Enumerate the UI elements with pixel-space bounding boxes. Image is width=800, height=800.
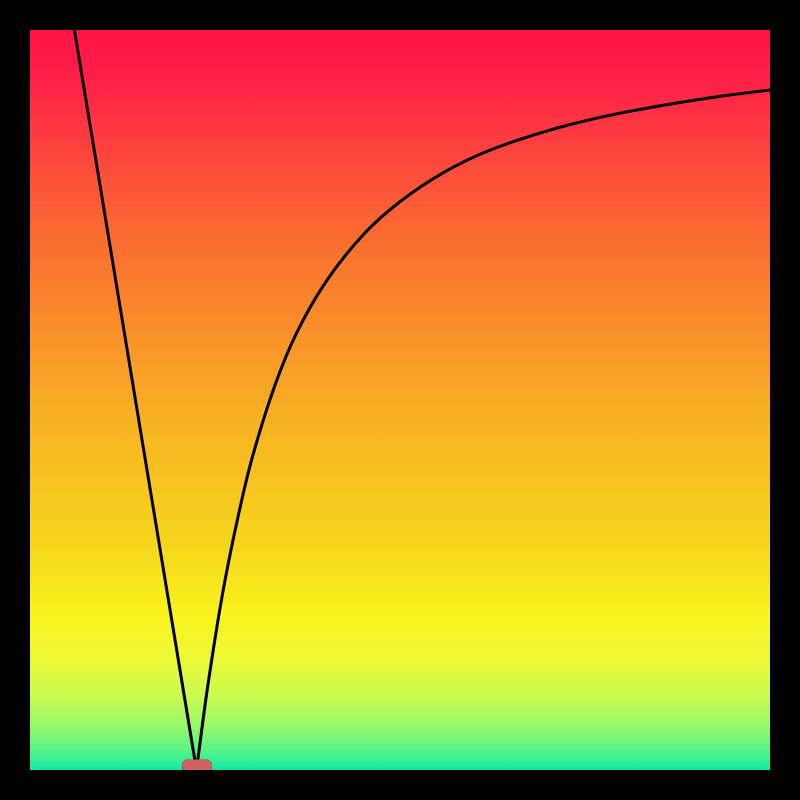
border-bottom: [0, 770, 800, 800]
border-top: [0, 0, 800, 30]
border-right: [770, 0, 800, 800]
bottleneck-curve: [30, 30, 770, 770]
optimum-marker: [181, 760, 211, 770]
border-left: [0, 0, 30, 800]
canvas: TheBottleneck.com: [0, 0, 800, 800]
plot-area: [30, 30, 770, 770]
